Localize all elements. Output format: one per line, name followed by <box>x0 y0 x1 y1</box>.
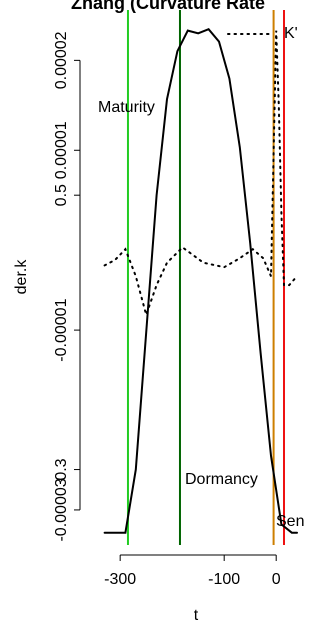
x-tick-label: -300 <box>104 571 136 588</box>
y-axis-label: der.k <box>13 259 30 295</box>
phase-label: Maturity <box>98 99 155 116</box>
y-axis-tick-label: -0.00003 <box>53 478 70 541</box>
x-tick-label: -100 <box>208 571 240 588</box>
y-axis-tick-label: 0.00001 <box>53 121 70 179</box>
series-line <box>103 28 298 534</box>
phase-label: Dormancy <box>185 471 258 488</box>
x-tick-label: 0 <box>272 571 281 588</box>
x-axis-label: t <box>194 607 199 624</box>
y2-axis-tick-label: 0.5 <box>53 184 70 206</box>
chart-title: Zhang (Curvature Rate <box>71 0 265 13</box>
series-line <box>103 30 298 319</box>
y2-axis-tick-label: 0.3 <box>53 458 70 480</box>
legend-label: K' <box>284 25 298 42</box>
y-axis-tick-label: -0.00001 <box>53 298 70 361</box>
y-axis-tick-label: 0.00002 <box>53 31 70 89</box>
